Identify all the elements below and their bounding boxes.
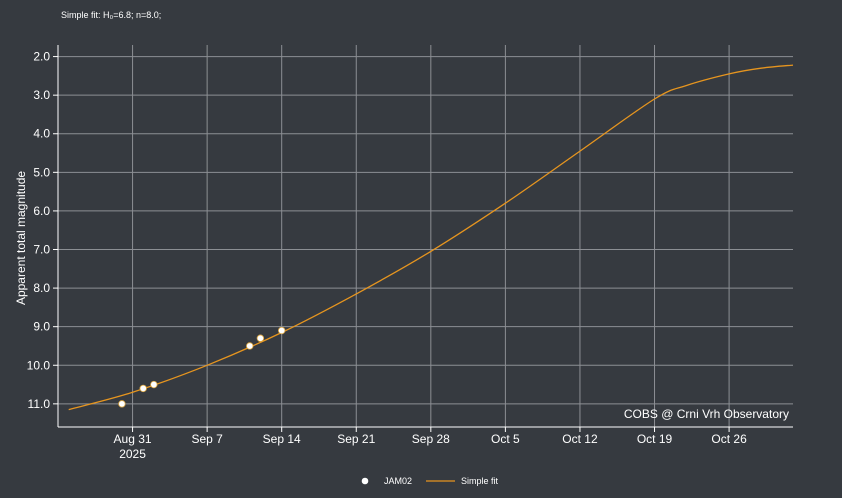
x-tick-year-label: 2025 (119, 447, 146, 461)
observation-point (246, 342, 254, 350)
watermark: COBS @ Crni Vrh Observatory (624, 407, 789, 421)
observation-series (118, 326, 286, 408)
fit-curve (68, 64, 794, 411)
fit-parameters-label: Simple fit: H₀=6.8; n=8.0; (61, 10, 162, 20)
x-tick-label: Oct 12 (562, 432, 598, 446)
x-tick-label: Sep 21 (337, 432, 375, 446)
y-tick-label: 11.0 (28, 397, 51, 411)
axes (57, 45, 793, 428)
legend[interactable]: JAM02 Simple fit (361, 476, 499, 486)
y-axis-title: Apparent total magnitude (14, 171, 28, 305)
observation-point (150, 380, 158, 389)
legend-label-jam02: JAM02 (384, 476, 412, 486)
x-tick-label: Sep 7 (191, 432, 223, 446)
x-tick-label: Aug 31 (114, 432, 152, 446)
observation-point (118, 400, 126, 408)
legend-label-simple-fit: Simple fit (461, 476, 499, 486)
y-axis-ticks: 2.0 3.0 4.0 5.0 6.0 7.0 8.0 9.0 10.0 11.0 (27, 50, 58, 411)
y-tick-label: 3.0 (33, 88, 50, 102)
x-tick-label: Oct 19 (637, 432, 673, 446)
grid-lines (58, 45, 793, 427)
y-tick-label: 9.0 (33, 320, 50, 334)
x-tick-label: Oct 5 (491, 432, 520, 446)
y-tick-label: 4.0 (33, 127, 50, 141)
x-tick-label: Oct 26 (711, 432, 747, 446)
observation-point (256, 334, 265, 342)
y-tick-label: 5.0 (33, 165, 50, 179)
y-tick-label: 10.0 (27, 358, 51, 372)
x-tick-label: Sep 14 (263, 432, 301, 446)
y-tick-label: 7.0 (33, 243, 50, 257)
fit-series (68, 64, 794, 411)
y-tick-label: 2.0 (33, 50, 50, 64)
y-tick-label: 6.0 (33, 204, 50, 218)
legend-marker-jam02 (361, 477, 369, 485)
x-tick-label: Sep 28 (412, 432, 450, 446)
observation-point (139, 384, 147, 393)
observation-point (277, 326, 286, 335)
y-tick-label: 8.0 (33, 281, 50, 295)
